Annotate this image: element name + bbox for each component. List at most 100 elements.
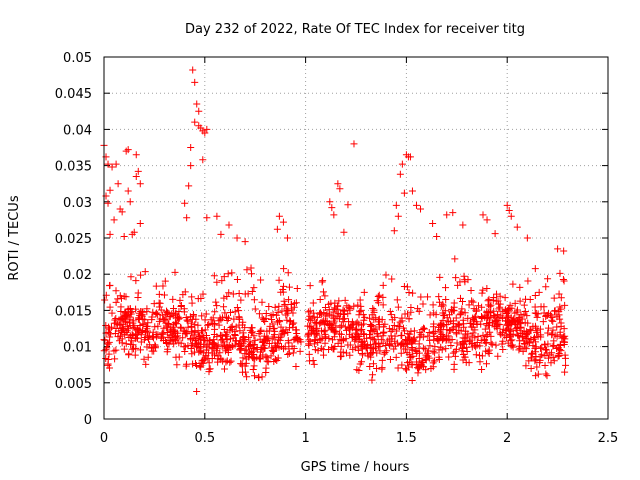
data-point [101, 296, 109, 304]
data-point [461, 353, 469, 361]
data-point [292, 326, 300, 334]
y-tick-label: 0.005 [55, 377, 92, 392]
data-point [435, 355, 443, 363]
data-point [493, 290, 501, 298]
data-point [376, 347, 384, 355]
data-point [431, 343, 439, 351]
data-point [110, 216, 118, 224]
data-point [369, 371, 377, 379]
data-point [141, 268, 149, 276]
data-point [487, 339, 495, 347]
data-point [117, 307, 125, 315]
data-point [131, 351, 139, 359]
data-point [288, 320, 296, 328]
data-point [474, 302, 482, 310]
data-point [408, 345, 416, 353]
data-point [465, 301, 473, 309]
data-point [429, 328, 437, 336]
data-point [312, 320, 320, 328]
data-point [224, 270, 232, 278]
data-point [306, 312, 314, 320]
data-point [222, 313, 230, 321]
data-point [155, 303, 163, 311]
data-point [436, 327, 444, 335]
data-point [183, 214, 191, 222]
data-point [198, 312, 206, 320]
data-point [498, 340, 506, 348]
data-point [398, 361, 406, 369]
data-point [561, 338, 569, 346]
data-point [140, 355, 148, 363]
data-point [112, 346, 120, 354]
data-point [329, 345, 337, 353]
data-point [134, 334, 142, 342]
data-point [407, 327, 415, 335]
data-point [357, 302, 365, 310]
data-point [402, 365, 410, 373]
data-point [383, 347, 391, 355]
data-point [479, 331, 487, 339]
data-point [427, 364, 435, 372]
data-point [499, 314, 507, 322]
data-point [438, 331, 446, 339]
data-point [104, 160, 112, 168]
data-point [452, 274, 460, 282]
data-point [524, 277, 532, 285]
data-point [379, 281, 387, 289]
data-point [387, 340, 395, 348]
data-point [201, 129, 209, 137]
data-point [183, 360, 191, 368]
data-point [223, 328, 231, 336]
data-point [449, 209, 457, 217]
data-point [351, 337, 359, 345]
data-point [451, 255, 459, 263]
data-point [233, 234, 241, 242]
data-point [173, 335, 181, 343]
data-point [394, 303, 402, 311]
data-point [251, 355, 259, 363]
data-point [495, 305, 503, 313]
data-point [187, 345, 195, 353]
data-point [339, 336, 347, 344]
data-point [218, 277, 226, 285]
data-point [199, 359, 207, 367]
data-point [373, 297, 381, 305]
data-point [386, 355, 394, 363]
data-point [145, 332, 153, 340]
data-point [463, 348, 471, 355]
data-point [450, 360, 458, 368]
data-point [450, 299, 458, 307]
data-point [471, 312, 479, 320]
data-point [409, 289, 417, 297]
data-point [471, 334, 479, 342]
data-point [415, 349, 423, 357]
data-point [250, 362, 258, 370]
data-point [392, 353, 400, 361]
data-point [478, 312, 486, 320]
data-point [231, 331, 239, 339]
data-point [491, 317, 499, 325]
data-point [203, 214, 211, 222]
y-axis-label: ROTI / TECUs [7, 195, 22, 280]
data-point [330, 327, 338, 335]
data-point [108, 163, 116, 171]
data-point [191, 118, 199, 126]
data-point [159, 282, 167, 290]
data-point [275, 276, 283, 284]
data-point [415, 307, 423, 315]
data-point [398, 160, 406, 168]
data-point [319, 288, 327, 296]
data-point [523, 312, 531, 320]
data-point [531, 357, 539, 365]
data-point [515, 346, 523, 354]
data-point [280, 282, 288, 290]
data-point [237, 296, 245, 304]
data-point [150, 300, 158, 308]
data-point [164, 345, 172, 353]
data-point [541, 361, 549, 369]
data-point [405, 315, 413, 323]
data-point [556, 331, 564, 339]
data-point [217, 336, 225, 344]
data-point [248, 349, 256, 357]
data-point [543, 346, 551, 354]
